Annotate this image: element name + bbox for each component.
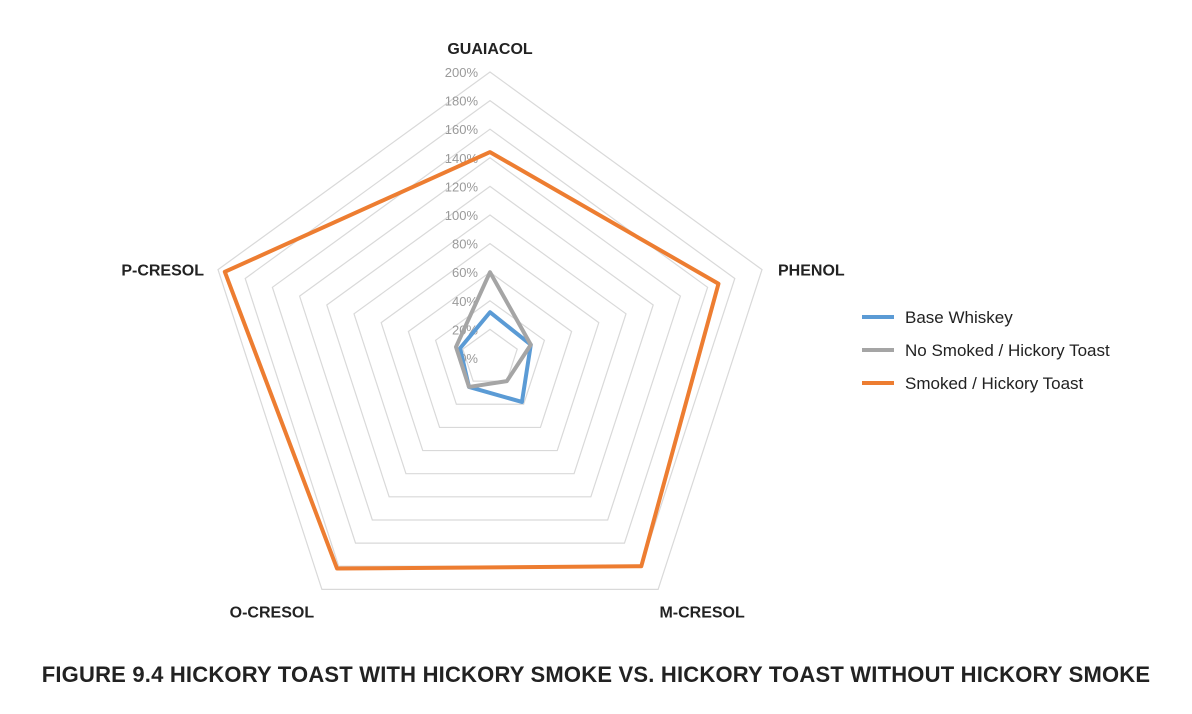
grid-ring-6 [326, 185, 654, 498]
tick-label: 160% [445, 122, 479, 137]
tick-label: 200% [445, 65, 479, 80]
axis-labels: GUAIACOL PHENOL M-CRESOL O-CRESOL P-CRESOL [121, 41, 845, 621]
series-line-no-smoked-hickory-toast [453, 270, 533, 389]
tick-label: 120% [445, 179, 479, 194]
axis-label-p-cresol: P-CRESOL [121, 263, 204, 280]
series-line-base-whiskey [458, 310, 533, 404]
grid-ring-3 [407, 271, 573, 429]
grid-ring-5 [353, 214, 627, 475]
grid-ring-2 [434, 300, 546, 405]
grid-ring-7 [298, 157, 682, 521]
tick-label: 60% [452, 265, 478, 280]
tick-label: 40% [452, 294, 478, 309]
legend-label: Smoked / Hickory Toast [905, 374, 1084, 393]
axis-label-o-cresol: O-CRESOL [230, 604, 315, 621]
series-line-smoked-hickory-toast [222, 150, 721, 571]
grid-ring-4 [380, 242, 600, 452]
legend-label: No Smoked / Hickory Toast [905, 341, 1110, 360]
figure-caption: FIGURE 9.4 HICKORY TOAST WITH HICKORY SM… [41, 662, 1151, 687]
legend: Base Whiskey No Smoked / Hickory Toast Smo… [862, 308, 1110, 393]
axis-label-guaiacol: GUAIACOL [447, 41, 533, 58]
radar-chart: 0%20%40%60%80%100%120%140%160%180%200% G… [121, 41, 1110, 621]
axis-label-m-cresol: M-CRESOL [659, 604, 745, 621]
grid-ring-1 [462, 328, 518, 382]
radar-series [222, 150, 721, 571]
tick-label: 180% [445, 94, 479, 109]
grid-ring-10 [217, 71, 763, 590]
axis-label-phenol: PHENOL [778, 263, 845, 280]
tick-label: 80% [452, 237, 478, 252]
radar-grid [217, 71, 763, 590]
tick-label: 100% [445, 208, 479, 223]
legend-label: Base Whiskey [905, 308, 1013, 327]
grid-ring-8 [271, 128, 709, 544]
